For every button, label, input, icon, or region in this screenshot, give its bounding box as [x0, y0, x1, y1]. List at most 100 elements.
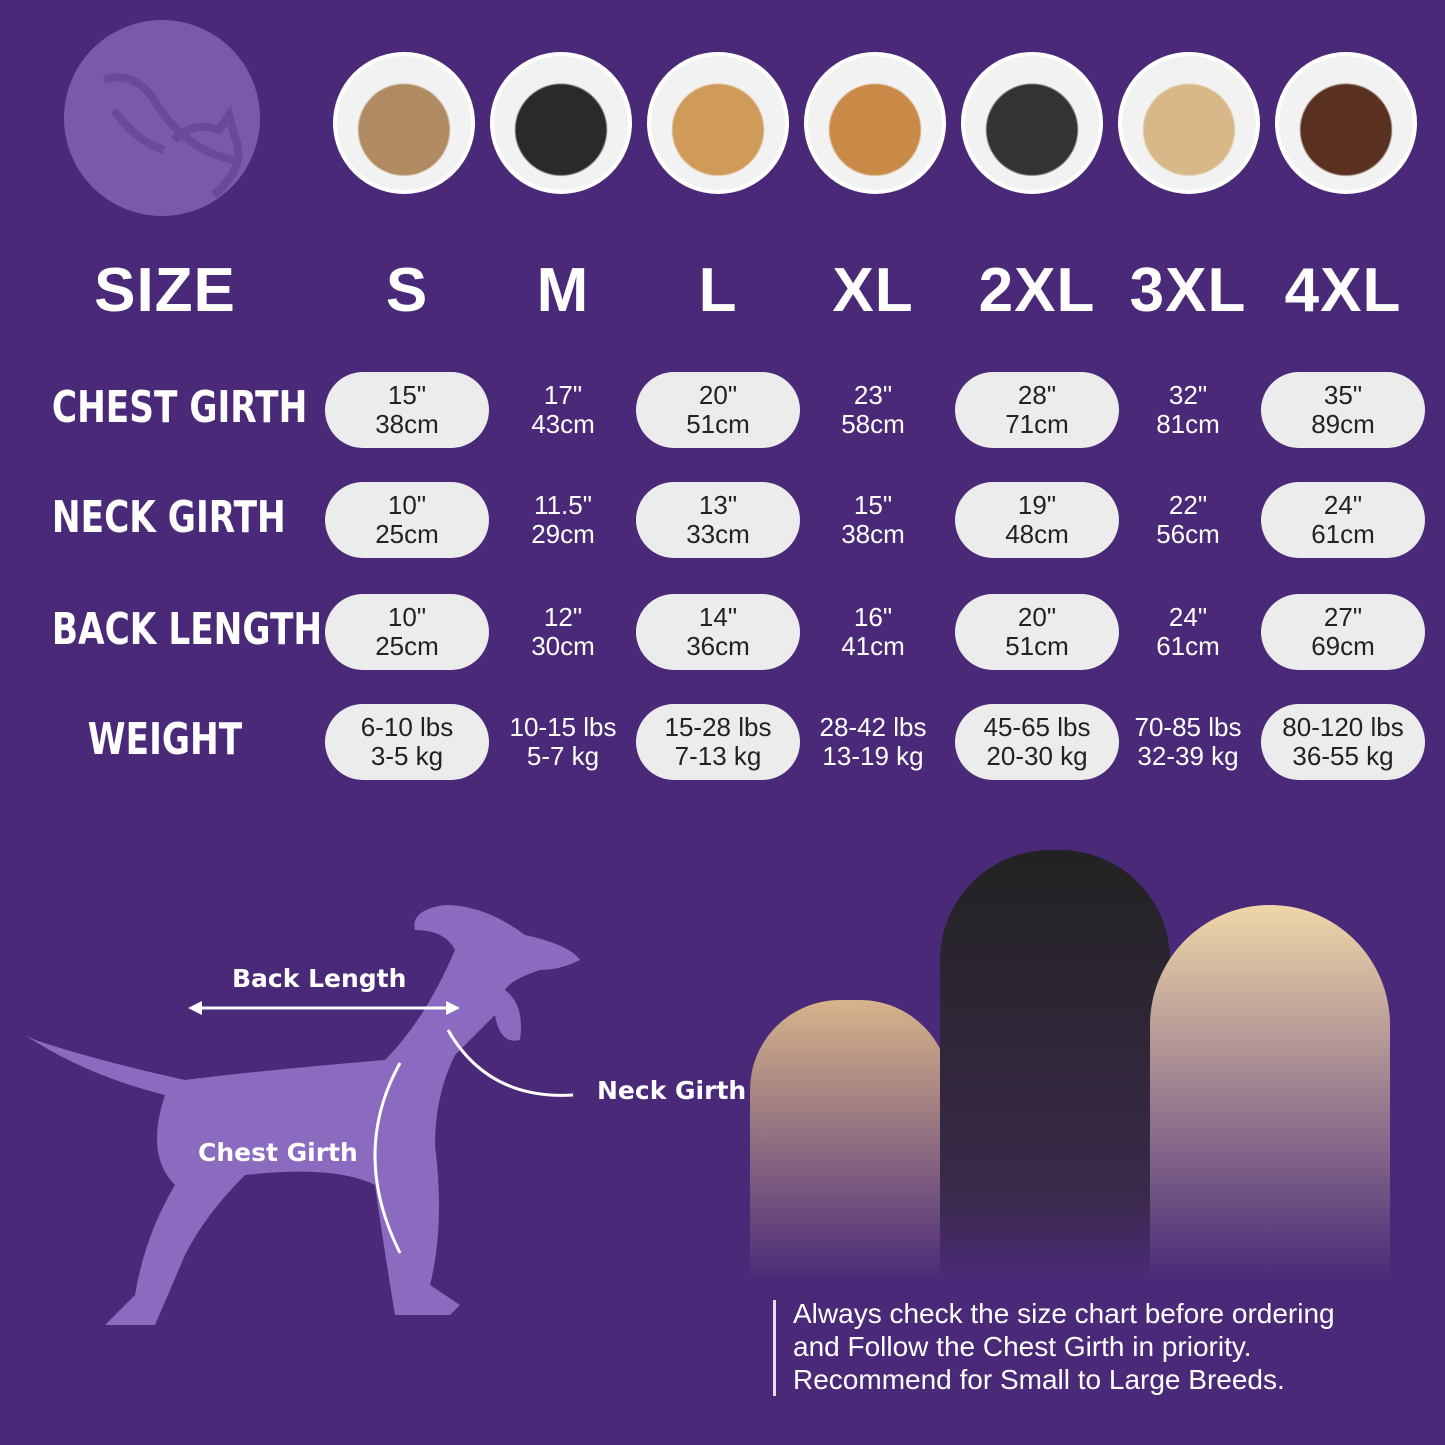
- dog-silhouette-diagram: [25, 905, 580, 1325]
- table-cell: 70-85 lbs 32-39 kg: [1106, 704, 1270, 780]
- metric-value: 71cm: [1005, 409, 1069, 439]
- row-label: WEIGHT: [87, 714, 243, 765]
- three-dogs-photo: [740, 850, 1400, 1280]
- table-cell: 15" 38cm: [325, 372, 489, 448]
- imperial-value: 23": [853, 380, 893, 410]
- note-line: Always check the size chart before order…: [793, 1298, 1335, 1329]
- metric-value: 61cm: [1311, 519, 1375, 549]
- note-divider: [773, 1300, 776, 1396]
- metric-value: 7-13 kg: [674, 741, 762, 771]
- imperial-value: 27": [1323, 602, 1363, 632]
- metric-value: 30cm: [531, 631, 595, 661]
- table-cell: 6-10 lbs 3-5 kg: [325, 704, 489, 780]
- metric-value: 51cm: [1005, 631, 1069, 661]
- chest-girth-label: Chest Girth: [198, 1138, 358, 1167]
- imperial-value: 12": [543, 602, 583, 632]
- metric-value: 89cm: [1311, 409, 1375, 439]
- table-cell: 45-65 lbs 20-30 kg: [955, 704, 1119, 780]
- imperial-value: 15-28 lbs: [664, 712, 772, 742]
- note-line: and Follow the Chest Girth in priority.: [793, 1331, 1252, 1362]
- imperial-value: 28": [1017, 380, 1057, 410]
- table-cell: 10" 25cm: [325, 482, 489, 558]
- dog-cat-logo-icon: [102, 73, 243, 199]
- table-cell: 15-28 lbs 7-13 kg: [636, 704, 800, 780]
- imperial-value: 11.5": [534, 490, 592, 520]
- table-cell: 24" 61cm: [1106, 594, 1270, 670]
- metric-value: 25cm: [375, 519, 439, 549]
- imperial-value: 6-10 lbs: [360, 712, 454, 742]
- table-cell: 16" 41cm: [791, 594, 955, 670]
- metric-value: 33cm: [686, 519, 750, 549]
- table-cell: 14" 36cm: [636, 594, 800, 670]
- table-cell: 12" 30cm: [481, 594, 645, 670]
- imperial-value: 22": [1168, 490, 1208, 520]
- imperial-value: 80-120 lbs: [1282, 712, 1404, 742]
- table-cell: 80-120 lbs 36-55 kg: [1261, 704, 1425, 780]
- metric-value: 69cm: [1311, 631, 1375, 661]
- breed-photo-border-collie: [961, 52, 1103, 194]
- imperial-value: 13": [698, 490, 738, 520]
- imperial-value: 10-15 lbs: [509, 712, 617, 742]
- breed-photo-cocker-spaniel: [647, 52, 789, 194]
- table-cell: 22" 56cm: [1106, 482, 1270, 558]
- size-header-l: L: [698, 256, 738, 325]
- metric-value: 13-19 kg: [822, 741, 924, 771]
- table-cell: 20" 51cm: [636, 372, 800, 448]
- size-header-s: S: [385, 256, 429, 325]
- brand-logo: [64, 20, 260, 216]
- metric-value: 48cm: [1005, 519, 1069, 549]
- metric-value: 43cm: [531, 409, 595, 439]
- metric-value: 61cm: [1156, 631, 1220, 661]
- imperial-value: 70-85 lbs: [1134, 712, 1242, 742]
- table-cell: 11.5" 29cm: [481, 482, 645, 558]
- row-label: CHEST GIRTH: [51, 382, 308, 433]
- table-cell: 17" 43cm: [481, 372, 645, 448]
- table-cell: 23" 58cm: [791, 372, 955, 448]
- row-label: BACK LENGTH: [51, 604, 323, 655]
- size-header-xl: XL: [832, 256, 914, 325]
- metric-value: 56cm: [1156, 519, 1220, 549]
- breed-photo-labrador: [1118, 52, 1260, 194]
- imperial-value: 17": [543, 380, 583, 410]
- imperial-value: 45-65 lbs: [983, 712, 1091, 742]
- table-cell: 10-15 lbs 5-7 kg: [481, 704, 645, 780]
- table-cell: 28" 71cm: [955, 372, 1119, 448]
- note-line: Recommend for Small to Large Breeds.: [793, 1364, 1285, 1395]
- metric-value: 38cm: [841, 519, 905, 549]
- imperial-value: 24": [1168, 602, 1208, 632]
- imperial-value: 15": [853, 490, 893, 520]
- size-header-2xl: 2XL: [978, 256, 1096, 325]
- back-length-label: Back Length: [232, 964, 407, 993]
- imperial-value: 14": [698, 602, 738, 632]
- imperial-value: 10": [387, 490, 427, 520]
- imperial-value: 24": [1323, 490, 1363, 520]
- size-header-label: SIZE: [94, 256, 236, 325]
- metric-value: 51cm: [686, 409, 750, 439]
- imperial-value: 15": [387, 380, 427, 410]
- imperial-value: 16": [853, 602, 893, 632]
- breed-photo-beagle: [804, 52, 946, 194]
- table-cell: 32" 81cm: [1106, 372, 1270, 448]
- size-header-3xl: 3XL: [1129, 256, 1247, 325]
- imperial-value: 20": [1017, 602, 1057, 632]
- metric-value: 32-39 kg: [1137, 741, 1239, 771]
- size-header-m: M: [536, 256, 590, 325]
- metric-value: 3-5 kg: [370, 741, 444, 771]
- metric-value: 41cm: [841, 631, 905, 661]
- table-cell: 15" 38cm: [791, 482, 955, 558]
- table-cell: 24" 61cm: [1261, 482, 1425, 558]
- metric-value: 25cm: [375, 631, 439, 661]
- table-cell: 13" 33cm: [636, 482, 800, 558]
- imperial-value: 19": [1017, 490, 1057, 520]
- table-cell: 19" 48cm: [955, 482, 1119, 558]
- metric-value: 38cm: [375, 409, 439, 439]
- size-note: Always check the size chart before order…: [793, 1297, 1335, 1396]
- metric-value: 36-55 kg: [1292, 741, 1394, 771]
- breed-photo-boston-terrier: [490, 52, 632, 194]
- breed-photo-doberman: [1275, 52, 1417, 194]
- neck-girth-label: Neck Girth: [597, 1076, 747, 1105]
- size-header-4xl: 4XL: [1284, 256, 1402, 325]
- table-cell: 20" 51cm: [955, 594, 1119, 670]
- metric-value: 20-30 kg: [986, 741, 1088, 771]
- row-label: NECK GIRTH: [51, 492, 286, 543]
